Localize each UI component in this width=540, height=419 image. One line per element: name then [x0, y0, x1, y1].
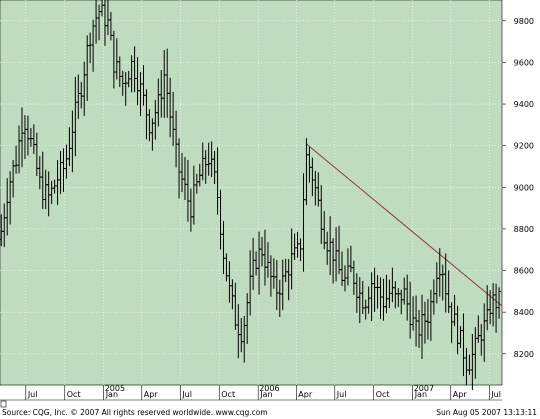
x-tick-label: Jan — [105, 390, 118, 399]
source-credit: Source: CQG, Inc. © 2007 All rights rese… — [2, 408, 268, 417]
y-tick-label: 9200 — [514, 142, 534, 151]
y-tick-label: 8400 — [514, 308, 534, 317]
year-label: 2007 — [414, 384, 434, 393]
x-tick-label: Oct — [221, 390, 235, 399]
y-tick-label: 9400 — [514, 100, 534, 109]
x-tick-label: Jul — [490, 390, 501, 399]
x-tick-label: Jul — [181, 390, 192, 399]
year-label: 2006 — [259, 384, 279, 393]
y-tick-label: 9600 — [514, 58, 534, 67]
x-tick-label: Apr — [144, 390, 159, 399]
price-bars — [0, 0, 502, 391]
x-tick-label: Jul — [27, 390, 38, 399]
y-tick-label: 9000 — [514, 183, 534, 192]
x-tick-label: Oct — [67, 390, 81, 399]
trendline — [305, 143, 503, 307]
year-label: 2005 — [105, 384, 125, 393]
scroll-thumb[interactable] — [0, 400, 7, 408]
grid-lines — [0, 0, 502, 385]
y-tick-label: 8200 — [514, 350, 534, 359]
y-tick-label: 8600 — [514, 267, 534, 276]
x-tick-label: Jan — [414, 390, 427, 399]
x-tick-label: Jul — [336, 390, 347, 399]
y-tick-label: 8800 — [514, 225, 534, 234]
x-tick-label: Apr — [298, 390, 313, 399]
plot-area — [0, 0, 503, 386]
footer: Source: CQG, Inc. © 2007 All rights rese… — [0, 407, 540, 419]
trendline-layer — [305, 143, 503, 307]
timestamp: Sun Aug 05 2007 13:13:11 — [436, 408, 537, 417]
y-axis: 8200 8400 8600 8800 9000 9200 9400 9600 9800 — [502, 17, 534, 359]
y-tick-label: 9800 — [514, 17, 534, 26]
x-tick-label: Oct — [376, 390, 390, 399]
x-tick-label: Jan — [259, 390, 272, 399]
x-axis: Jul Oct Jan Apr Jul Oct Jan Apr Jul Oct Jan Apr Jul 2… — [0, 384, 502, 401]
x-tick-label: Apr — [453, 390, 468, 399]
